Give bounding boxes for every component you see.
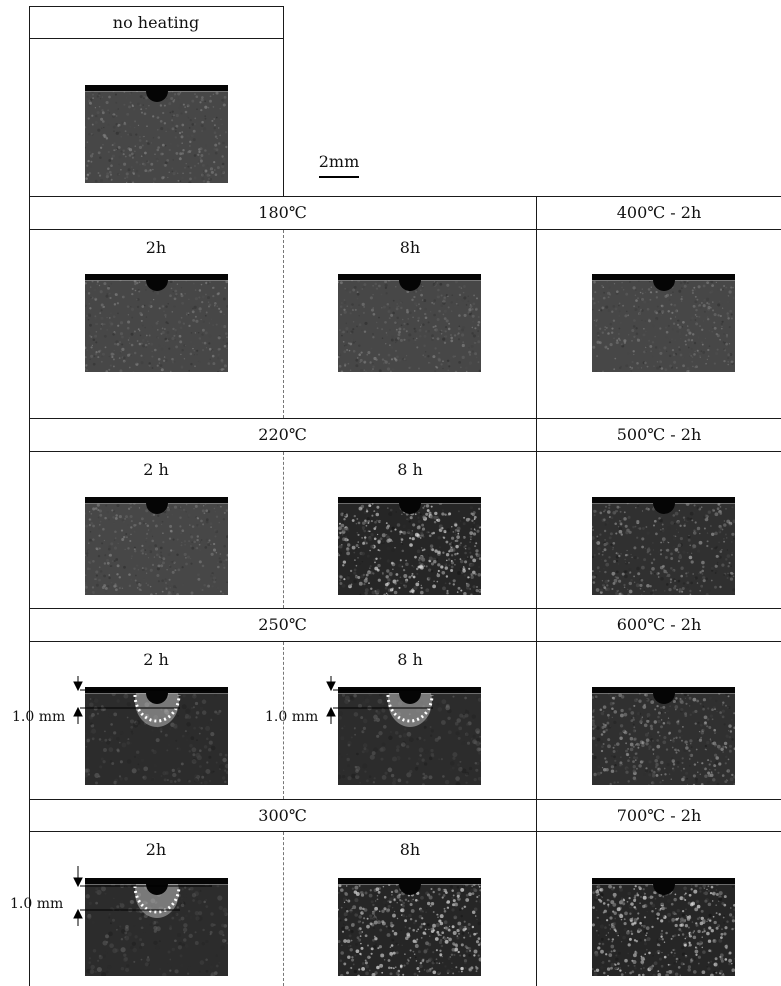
time-label: 2 h <box>143 650 169 669</box>
group-label-250: 250℃ <box>258 615 307 634</box>
group-label-180: 180℃ <box>258 203 307 222</box>
reference-label: no heating <box>112 13 200 32</box>
time-label: 2h <box>145 840 167 859</box>
micrograph-400-2h <box>592 274 735 372</box>
time-divider <box>283 832 284 986</box>
dimension-label: 1.0 mm <box>265 709 319 725</box>
scale-bar <box>319 176 359 178</box>
micrograph-500-2h <box>592 497 735 595</box>
group-label-220: 220℃ <box>258 425 307 444</box>
time-divider <box>283 452 284 608</box>
high-temp-label-600: 600℃ - 2h <box>616 615 702 634</box>
micrograph-180-2h <box>85 274 228 372</box>
micrograph-600-2h <box>592 687 735 785</box>
high-temp-label-500: 500℃ - 2h <box>616 425 702 444</box>
time-label: 8h <box>399 238 421 257</box>
time-label: 8 h <box>397 460 423 479</box>
dimension-label: 1.0 mm <box>10 896 64 912</box>
time-label: 2h <box>145 238 167 257</box>
micrograph-700-2h <box>592 878 735 976</box>
time-label: 2 h <box>143 460 169 479</box>
time-divider <box>283 642 284 799</box>
time-divider <box>283 230 284 418</box>
time-label: 8h <box>399 840 421 859</box>
micrograph-180-8h <box>338 274 481 372</box>
group-label-300: 300℃ <box>258 806 307 825</box>
dimension-label: 1.0 mm <box>12 709 66 725</box>
high-temp-label-400: 400℃ - 2h <box>616 203 702 222</box>
time-label: 8 h <box>397 650 423 669</box>
micrograph-220-2h <box>85 497 228 595</box>
micrograph-300-8h <box>338 878 481 976</box>
scale-bar-label: 2mm <box>318 152 360 171</box>
micrograph-300-2h <box>85 878 228 976</box>
micrograph-250-8h <box>338 687 481 785</box>
micrograph-220-8h <box>338 497 481 595</box>
micrograph-250-2h <box>85 687 228 785</box>
high-temp-label-700: 700℃ - 2h <box>616 806 702 825</box>
micrograph-no-heating <box>85 85 228 183</box>
